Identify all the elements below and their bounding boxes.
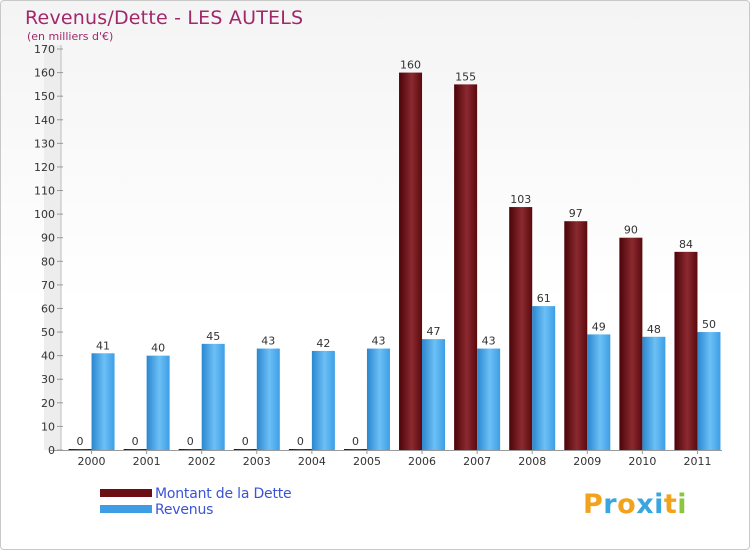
label-dette-2010: 90 <box>624 224 638 237</box>
label-dette-2001: 0 <box>132 435 139 448</box>
bar-dette-2004 <box>288 449 312 450</box>
y-tick-label: 90 <box>41 232 55 245</box>
bar-revenus-2000 <box>91 353 115 450</box>
label-revenus-2001: 40 <box>151 342 165 355</box>
logo-letter: P <box>583 489 604 520</box>
legend-label-dette: Montant de la Dette <box>155 486 292 502</box>
y-tick-label: 130 <box>34 137 55 150</box>
logo-letter: i <box>677 489 688 520</box>
x-tick-label: 2002 <box>188 455 216 468</box>
bars <box>68 72 721 451</box>
label-revenus-2002: 45 <box>206 330 220 343</box>
x-tick-label: 2006 <box>408 455 436 468</box>
y-tick-label: 100 <box>34 208 55 221</box>
y-tick-label: 110 <box>34 185 55 198</box>
bar-dette-2011 <box>674 251 698 450</box>
legend-swatch-revenus <box>100 505 152 513</box>
label-revenus-2003: 43 <box>261 335 275 348</box>
y-tick-label: 120 <box>34 161 55 174</box>
x-tick-label: 2009 <box>573 455 601 468</box>
label-dette-2000: 0 <box>77 435 84 448</box>
y-tick-label: 50 <box>41 326 55 339</box>
bar-revenus-2003 <box>256 348 280 450</box>
bar-dette-2007 <box>454 84 478 450</box>
label-dette-2002: 0 <box>187 435 194 448</box>
label-dette-2008: 103 <box>510 193 531 206</box>
chart-title: Revenus/Dette - LES AUTELS <box>25 7 304 29</box>
label-dette-2009: 97 <box>569 207 583 220</box>
x-tick-label: 2004 <box>298 455 326 468</box>
y-tick-label: 80 <box>41 255 55 268</box>
bar-revenus-2005 <box>366 348 390 450</box>
bar-revenus-2007 <box>477 348 501 450</box>
bar-revenus-2008 <box>532 306 556 450</box>
bar-revenus-2002 <box>201 343 225 450</box>
y-tick-label: 40 <box>41 350 55 363</box>
y-tick-label: 30 <box>41 373 55 386</box>
bar-dette-2003 <box>233 449 257 450</box>
label-revenus-2004: 42 <box>316 337 330 350</box>
y-tick-label: 140 <box>34 114 55 127</box>
bar-dette-2009 <box>564 221 588 450</box>
label-revenus-2000: 41 <box>96 339 110 352</box>
y-tick-label: 170 <box>34 43 55 56</box>
label-dette-2007: 155 <box>455 70 476 83</box>
label-revenus-2005: 43 <box>371 335 385 348</box>
label-dette-2006: 160 <box>400 59 421 72</box>
logo-letter: x <box>636 489 655 520</box>
label-revenus-2008: 61 <box>537 292 551 305</box>
x-tick-label: 2010 <box>628 455 656 468</box>
label-dette-2003: 0 <box>242 435 249 448</box>
label-dette-2011: 84 <box>679 238 693 251</box>
x-tick-label: 2007 <box>463 455 491 468</box>
y-tick-label: 0 <box>48 444 55 457</box>
bar-dette-2001 <box>123 449 147 450</box>
y-tick-label: 150 <box>34 90 55 103</box>
bar-revenus-2010 <box>642 336 666 450</box>
label-revenus-2009: 49 <box>592 320 606 333</box>
axes: 0 10 20 30 40 50 60 70 80 90 100 110 120 130 140 150 160… <box>34 43 722 468</box>
logo-letter: t <box>663 489 678 520</box>
x-tick-label: 2005 <box>353 455 381 468</box>
bar-dette-2006 <box>399 72 423 451</box>
data-labels: 0 41 0 40 0 45 0 43 0 42 0 43 160 47 155 43 103 61 97 49 90 4… <box>77 59 716 448</box>
bar-revenus-2006 <box>422 339 446 450</box>
bar-dette-2002 <box>178 449 202 450</box>
bar-dette-2010 <box>619 237 643 450</box>
x-tick-label: 2001 <box>133 455 161 468</box>
bar-revenus-2001 <box>146 355 170 450</box>
y-tick-label: 160 <box>34 67 55 80</box>
y-tick-label: 20 <box>41 397 55 410</box>
logo-letter: o <box>617 489 637 520</box>
label-revenus-2010: 48 <box>647 323 661 336</box>
legend-label-revenus: Revenus <box>155 502 214 518</box>
chart-subtitle: (en milliers d'€) <box>27 30 114 43</box>
x-tick-label: 2008 <box>518 455 546 468</box>
y-axis-band <box>44 45 61 450</box>
label-dette-2004: 0 <box>297 435 304 448</box>
bar-dette-2005 <box>343 449 367 450</box>
label-revenus-2011: 50 <box>702 318 716 331</box>
y-tick-label: 60 <box>41 302 55 315</box>
proxiti-logo: Proxiti <box>583 489 687 520</box>
bar-dette-2008 <box>509 207 533 450</box>
logo-letter: r <box>603 489 618 520</box>
x-tick-label: 2003 <box>243 455 271 468</box>
x-tick-label: 2000 <box>78 455 106 468</box>
label-revenus-2006: 47 <box>427 325 441 338</box>
bar-revenus-2004 <box>311 350 335 450</box>
y-tick-label: 10 <box>41 420 55 433</box>
label-dette-2005: 0 <box>352 435 359 448</box>
bar-revenus-2011 <box>697 332 721 450</box>
label-revenus-2007: 43 <box>482 335 496 348</box>
y-tick-label: 70 <box>41 279 55 292</box>
x-tick-label: 2011 <box>683 455 711 468</box>
bar-revenus-2009 <box>587 334 611 450</box>
bar-dette-2000 <box>68 449 92 450</box>
legend-swatch-dette <box>100 489 152 497</box>
logo-letter: i <box>654 489 664 520</box>
